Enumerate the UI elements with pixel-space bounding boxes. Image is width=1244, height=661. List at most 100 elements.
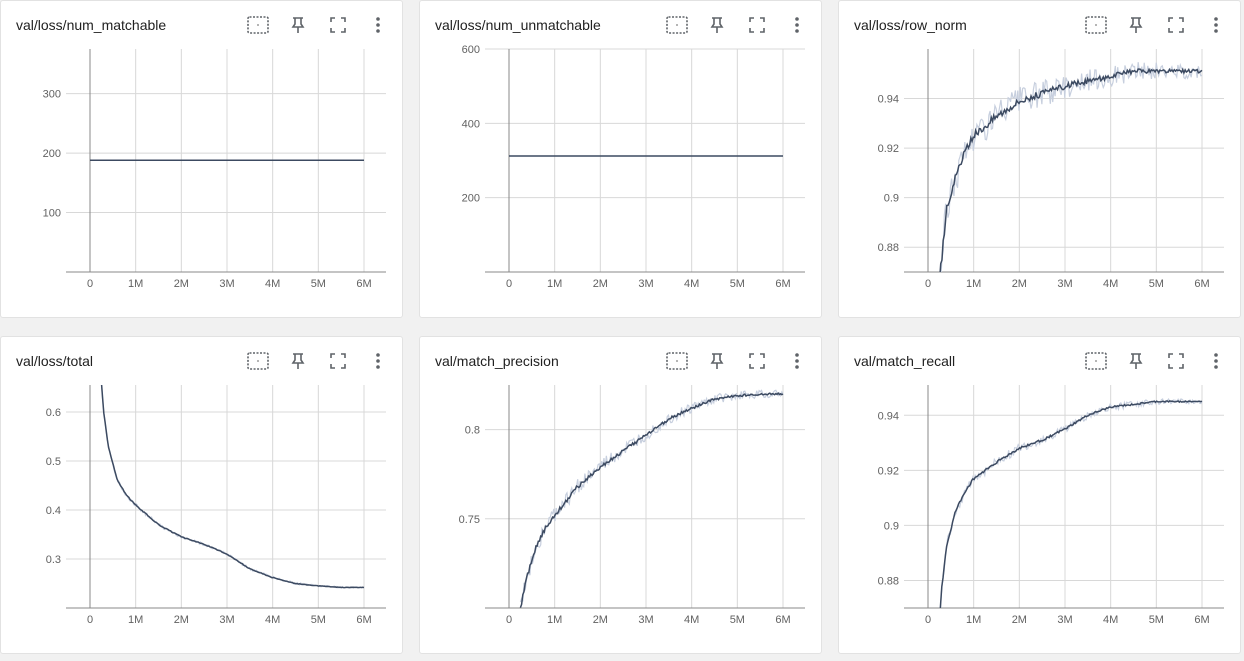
more-menu-icon[interactable]: [1204, 13, 1228, 37]
line-chart[interactable]: 0 1M 2M 3M 4M 5M 6M 0.3 0.4 0.5 0.6: [1, 337, 404, 655]
fit-domain-icon[interactable]: [246, 349, 270, 373]
series-line-smoothed: [939, 400, 1203, 608]
chart-card: val/loss/num_matchable 0 1M 2M 3M 4M 5M 6M 100 20…: [0, 0, 403, 318]
pin-icon[interactable]: [286, 349, 310, 373]
y-tick-label: 0.6: [46, 407, 61, 419]
y-tick-label: 300: [43, 89, 61, 101]
line-chart[interactable]: 0 1M 2M 3M 4M 5M 6M 0.88 0.9 0.92 0.94: [839, 1, 1242, 319]
fit-domain-icon[interactable]: [1084, 349, 1108, 373]
x-tick-label: 1M: [128, 278, 143, 290]
x-tick-label: 1M: [128, 614, 143, 626]
y-tick-label: 0.9: [884, 520, 899, 532]
series-line-raw: [519, 389, 784, 603]
x-tick-label: 5M: [730, 278, 745, 290]
y-tick-label: 0.88: [878, 575, 899, 587]
chart-toolbar: [246, 349, 390, 373]
series-line-smoothed: [100, 385, 365, 589]
x-tick-label: 3M: [1057, 278, 1072, 290]
x-tick-label: 3M: [219, 278, 234, 290]
x-tick-label: 1M: [547, 278, 562, 290]
series-line-smoothed: [519, 392, 784, 608]
x-tick-label: 4M: [265, 614, 280, 626]
pin-icon[interactable]: [705, 349, 729, 373]
more-menu-icon[interactable]: [785, 349, 809, 373]
x-tick-label: 4M: [265, 278, 280, 290]
x-tick-label: 5M: [1149, 278, 1164, 290]
chart-title: val/match_precision: [435, 353, 559, 369]
fullscreen-icon[interactable]: [1164, 13, 1188, 37]
more-menu-icon[interactable]: [366, 349, 390, 373]
fullscreen-icon[interactable]: [745, 349, 769, 373]
x-tick-label: 3M: [1057, 614, 1072, 626]
x-tick-label: 6M: [775, 614, 790, 626]
y-tick-label: 0.3: [46, 554, 61, 566]
chart-toolbar: [1084, 13, 1228, 37]
pin-icon[interactable]: [1124, 349, 1148, 373]
y-tick-label: 0.75: [459, 514, 480, 526]
x-tick-label: 5M: [311, 614, 326, 626]
fullscreen-icon[interactable]: [745, 13, 769, 37]
x-tick-label: 6M: [1194, 278, 1209, 290]
line-chart[interactable]: 0 1M 2M 3M 4M 5M 6M 0.75 0.8: [420, 337, 823, 655]
fullscreen-icon[interactable]: [326, 13, 350, 37]
chart-card: val/match_recall 0 1M 2M 3M 4M 5M 6M 0.88 0.9 0.92…: [838, 336, 1241, 654]
pin-icon[interactable]: [286, 13, 310, 37]
fullscreen-icon[interactable]: [326, 349, 350, 373]
more-menu-icon[interactable]: [785, 13, 809, 37]
x-tick-label: 0: [87, 614, 93, 626]
y-tick-label: 0.92: [878, 465, 899, 477]
fit-domain-icon[interactable]: [1084, 13, 1108, 37]
series-line-raw: [939, 397, 1203, 608]
x-tick-label: 6M: [1194, 614, 1209, 626]
more-menu-icon[interactable]: [366, 13, 390, 37]
chart-card: val/loss/row_norm 0 1M 2M 3M 4M 5M 6M 0.88 0.9 0.9…: [838, 0, 1241, 318]
x-tick-label: 0: [87, 278, 93, 290]
chart-title: val/loss/num_unmatchable: [435, 17, 601, 33]
line-chart[interactable]: 0 1M 2M 3M 4M 5M 6M 100 200 300: [1, 1, 404, 319]
fit-domain-icon[interactable]: [246, 13, 270, 37]
y-tick-label: 0.8: [465, 425, 480, 437]
chart-toolbar: [1084, 349, 1228, 373]
x-tick-label: 0: [925, 614, 931, 626]
fullscreen-icon[interactable]: [1164, 349, 1188, 373]
x-tick-label: 2M: [593, 614, 608, 626]
pin-icon[interactable]: [1124, 13, 1148, 37]
x-tick-label: 4M: [1103, 614, 1118, 626]
chart-toolbar: [246, 13, 390, 37]
x-tick-label: 6M: [356, 278, 371, 290]
y-tick-label: 200: [462, 193, 480, 205]
series-line-smoothed: [939, 67, 1203, 272]
more-menu-icon[interactable]: [1204, 349, 1228, 373]
chart-title: val/loss/total: [16, 353, 94, 369]
line-chart[interactable]: 0 1M 2M 3M 4M 5M 6M 200 400 600: [420, 1, 823, 319]
y-tick-label: 400: [462, 118, 480, 130]
x-tick-label: 0: [925, 278, 931, 290]
x-tick-label: 1M: [966, 278, 981, 290]
x-tick-label: 2M: [174, 278, 189, 290]
chart-title: val/loss/row_norm: [854, 17, 967, 33]
x-tick-label: 3M: [638, 278, 653, 290]
pin-icon[interactable]: [705, 13, 729, 37]
x-tick-label: 3M: [219, 614, 234, 626]
fit-domain-icon[interactable]: [665, 349, 689, 373]
x-tick-label: 0: [506, 278, 512, 290]
x-tick-label: 3M: [638, 614, 653, 626]
fit-domain-icon[interactable]: [665, 13, 689, 37]
y-tick-label: 0.4: [46, 505, 61, 517]
x-tick-label: 4M: [684, 614, 699, 626]
x-tick-label: 2M: [1012, 278, 1027, 290]
y-tick-label: 200: [43, 148, 61, 160]
y-tick-label: 600: [462, 44, 480, 56]
y-tick-label: 0.94: [878, 94, 899, 106]
x-tick-label: 6M: [356, 614, 371, 626]
chart-card: val/match_precision 0 1M 2M 3M 4M 5M 6M 0.75 0.8: [419, 336, 822, 654]
chart-title: val/loss/num_matchable: [16, 17, 167, 33]
y-tick-label: 0.92: [878, 143, 899, 155]
x-tick-label: 1M: [966, 614, 981, 626]
chart-toolbar: [665, 349, 809, 373]
chart-card: val/loss/num_unmatchable 0 1M 2M 3M 4M 5M 6M 200…: [419, 0, 822, 318]
x-tick-label: 4M: [1103, 278, 1118, 290]
line-chart[interactable]: 0 1M 2M 3M 4M 5M 6M 0.88 0.9 0.92 0.94: [839, 337, 1242, 655]
x-tick-label: 5M: [311, 278, 326, 290]
x-tick-label: 6M: [775, 278, 790, 290]
